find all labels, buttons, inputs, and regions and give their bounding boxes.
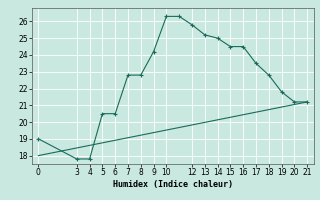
X-axis label: Humidex (Indice chaleur): Humidex (Indice chaleur) [113,180,233,189]
